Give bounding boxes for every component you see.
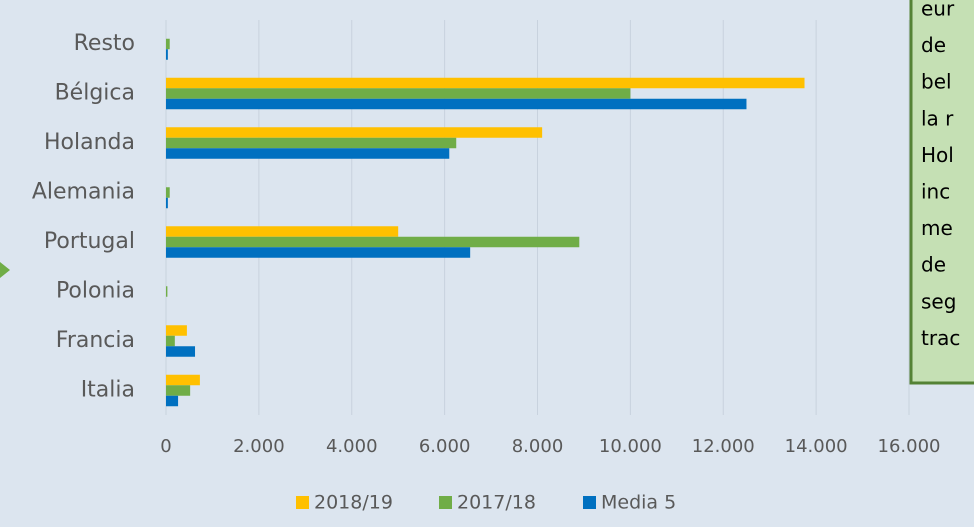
- y-tick-label: Holanda: [44, 130, 135, 155]
- bar: [166, 187, 170, 198]
- bar: [166, 49, 168, 60]
- y-tick-label: Polonia: [56, 279, 135, 304]
- legend-label: 2017/18: [457, 492, 536, 514]
- bar: [166, 197, 168, 209]
- note-text: de: [921, 253, 946, 277]
- x-tick-label: 2.000: [233, 436, 285, 457]
- x-tick-label: 8.000: [512, 436, 564, 457]
- bar: [166, 335, 175, 347]
- legend-label: Media 5: [601, 492, 676, 514]
- bar: [166, 77, 805, 89]
- bar: [166, 137, 457, 149]
- bar: [166, 385, 191, 396]
- note-text: de: [921, 33, 946, 57]
- note-text: Hol: [921, 143, 954, 167]
- y-tick-label: Resto: [74, 31, 135, 56]
- bar: [166, 374, 200, 386]
- note-text: bel: [921, 70, 952, 94]
- y-tick-label: Francia: [56, 328, 135, 353]
- bar: [166, 148, 450, 159]
- note-text: inc: [921, 180, 950, 204]
- y-tick-label: Bélgica: [55, 81, 135, 106]
- y-tick-label: Alemania: [32, 180, 135, 205]
- bar: [166, 286, 168, 297]
- legend-swatch: [296, 496, 309, 509]
- bar: [166, 346, 196, 357]
- note-text: la r: [921, 106, 954, 130]
- bar: [166, 247, 471, 258]
- x-tick-label: 10.000: [599, 436, 662, 457]
- x-tick-label: 12.000: [692, 436, 755, 457]
- x-tick-label: 14.000: [785, 436, 848, 457]
- bar: [166, 226, 399, 237]
- x-tick-label: 16.000: [878, 436, 941, 457]
- y-tick-label: Italia: [81, 378, 135, 403]
- note-text: trac: [921, 326, 960, 350]
- note-text: eur: [921, 0, 955, 21]
- note-box: [909, 0, 974, 385]
- arrow: [0, 262, 10, 278]
- bar: [166, 127, 543, 138]
- legend-swatch: [583, 496, 596, 509]
- note-text: me: [921, 216, 953, 240]
- note-text: seg: [921, 289, 956, 313]
- bar: [166, 395, 179, 407]
- bar: [166, 38, 170, 50]
- x-tick-label: 6.000: [419, 436, 471, 457]
- bar: [166, 98, 747, 110]
- legend-swatch: [439, 496, 452, 509]
- x-tick-label: 0: [160, 436, 171, 457]
- bar: [166, 325, 187, 336]
- bar: [166, 236, 580, 248]
- y-tick-label: Portugal: [44, 229, 135, 254]
- x-tick-label: 4.000: [326, 436, 378, 457]
- bar: [166, 88, 631, 99]
- legend-label: 2018/19: [314, 492, 393, 514]
